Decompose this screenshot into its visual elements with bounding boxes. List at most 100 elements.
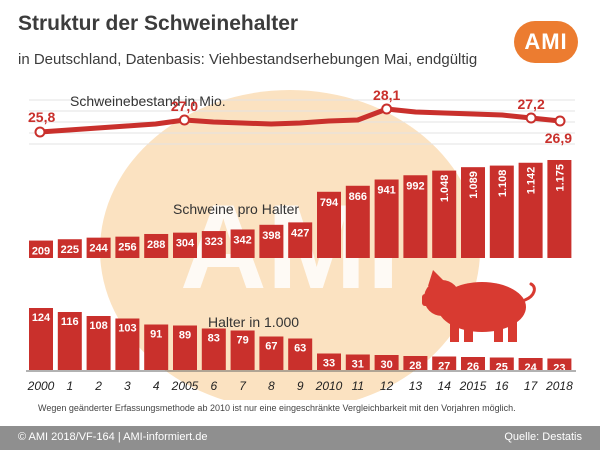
bar-value-label: 794 (320, 197, 339, 209)
series-line-schweinebestand (37, 106, 563, 135)
bar-chart-title-schweine-pro-halter: Schweine pro Halter (173, 201, 299, 217)
bar-halter (115, 318, 140, 370)
bar-value-label: 67 (265, 341, 277, 353)
bar-value-label: 116 (61, 316, 79, 328)
line-point-marker (178, 114, 190, 126)
bar-value-label: 91 (150, 329, 162, 341)
bar-schweine-pro-halter (259, 224, 284, 258)
x-tick-label: 9 (297, 379, 304, 393)
x-tick-label: 2000 (27, 379, 55, 393)
footnote: Wegen geänderter Erfassungsmethode ab 20… (38, 403, 516, 413)
footer-bar: © AMI 2018/VF-164 | AMI-informiert.de Qu… (0, 426, 600, 450)
line-point-label: 27,0 (171, 98, 198, 114)
bar-value-label: 427 (291, 227, 309, 239)
bar-schweine-pro-halter (86, 237, 111, 258)
bar-schweine-pro-halter (374, 179, 399, 258)
bar-halter (288, 338, 313, 370)
bar-value-label: 103 (118, 323, 136, 335)
bar-value-label: 1.089 (468, 171, 480, 199)
bar-schweine-pro-halter (57, 239, 82, 258)
bar-value-label: 209 (32, 246, 50, 258)
bar-value-label: 342 (233, 234, 251, 246)
bar-schweine-pro-halter (518, 162, 543, 258)
bar-schweine-pro-halter (403, 175, 428, 258)
bar-halter (489, 357, 514, 370)
x-tick-label: 4 (153, 379, 160, 393)
bar-chart-title-halter: Halter in 1.000 (208, 314, 299, 330)
bar-value-label: 24 (524, 362, 537, 374)
x-tick-label: 12 (380, 379, 394, 393)
bar-halter (230, 330, 255, 370)
chart-plot: AMI Schweinebestand in Mio.25,827,028,12… (26, 87, 576, 400)
bar-value-label: 398 (262, 230, 280, 242)
footer-source: Quelle: Destatis (504, 431, 582, 443)
bar-value-label: 83 (208, 333, 220, 345)
x-tick-label: 17 (524, 379, 539, 393)
x-tick-label: 7 (239, 379, 247, 393)
bar-value-label: 1.142 (526, 167, 538, 195)
bar-halter (201, 328, 226, 370)
x-tick-label: 6 (210, 379, 217, 393)
bar-chart-schweine-pro-halter: 209 225 244 256 288 304 323 342 398 427 794 866 941 9… (29, 160, 572, 258)
bar-halter (432, 356, 457, 370)
bar-value-label: 256 (118, 242, 136, 254)
bar-schweine-pro-halter (345, 185, 370, 258)
line-chart-title: Schweinebestand in Mio. (70, 93, 226, 109)
bar-schweine-pro-halter (461, 167, 485, 258)
bar-halter (461, 357, 485, 370)
bar-value-label: 1.108 (497, 170, 509, 198)
page-subtitle: in Deutschland, Datenbasis: Viehbestands… (18, 51, 478, 68)
x-tick-label: 16 (495, 379, 509, 393)
bar-value-label: 30 (380, 359, 392, 371)
bar-value-label: 304 (176, 238, 195, 250)
bar-schweine-pro-halter (115, 236, 140, 258)
pig-icon (422, 270, 536, 342)
bar-chart-halter: 124 116 108 103 91 89 83 79 67 63 33 31 30 28 27 26 25 24… (29, 308, 572, 375)
x-tick-label: 2010 (315, 379, 343, 393)
bar-value-label: 244 (89, 243, 108, 255)
line-point-label: 26,9 (545, 130, 572, 146)
ami-logo: AMI (514, 21, 578, 63)
bar-halter (547, 358, 572, 370)
bar-value-label: 1.175 (554, 164, 566, 192)
x-tick-label: 2005 (171, 379, 199, 393)
bar-halter (144, 324, 169, 370)
bar-value-label: 124 (32, 312, 51, 324)
line-point-marker (34, 126, 46, 138)
x-tick-label: 2015 (459, 379, 487, 393)
bar-value-label: 31 (352, 359, 364, 371)
x-axis: 2000 1 2 3 4 2005 6 7 8 9 2010 11 12 13 14 2015 16 17 2018 (26, 370, 576, 393)
bar-schweine-pro-halter (144, 233, 169, 258)
bar-halter (259, 336, 284, 370)
bar-schweine-pro-halter (230, 229, 255, 258)
bar-value-label: 866 (349, 191, 367, 203)
line-point-marker (554, 115, 566, 127)
x-tick-label: 3 (124, 379, 131, 393)
bar-schweine-pro-halter (547, 160, 572, 258)
bar-value-label: 25 (496, 362, 508, 374)
bar-value-label: 288 (147, 239, 165, 251)
bar-value-label: 28 (409, 360, 421, 372)
bar-value-label: 992 (406, 180, 424, 192)
bar-schweine-pro-halter (288, 222, 313, 258)
line-point-label: 28,1 (373, 87, 400, 103)
bar-schweine-pro-halter (173, 232, 197, 258)
bar-value-label: 26 (467, 361, 479, 373)
bar-value-label: 941 (377, 185, 395, 197)
bar-value-label: 23 (553, 363, 565, 375)
line-point-marker (381, 103, 393, 115)
bar-halter (317, 353, 341, 370)
footer-copyright: © AMI 2018/VF-164 | AMI-informiert.de (18, 431, 208, 443)
x-tick-label: 14 (438, 379, 452, 393)
bar-schweine-pro-halter (201, 231, 226, 258)
x-tick-label: 2 (94, 379, 102, 393)
x-tick-label: 2018 (545, 379, 573, 393)
bar-schweine-pro-halter (29, 240, 53, 258)
bar-halter (345, 354, 370, 370)
bar-halter (403, 356, 428, 370)
bar-value-label: 79 (236, 335, 248, 347)
bar-schweine-pro-halter (489, 165, 514, 258)
bar-value-label: 323 (205, 236, 223, 248)
line-point-label: 25,8 (28, 109, 55, 125)
bar-halter (374, 355, 399, 370)
